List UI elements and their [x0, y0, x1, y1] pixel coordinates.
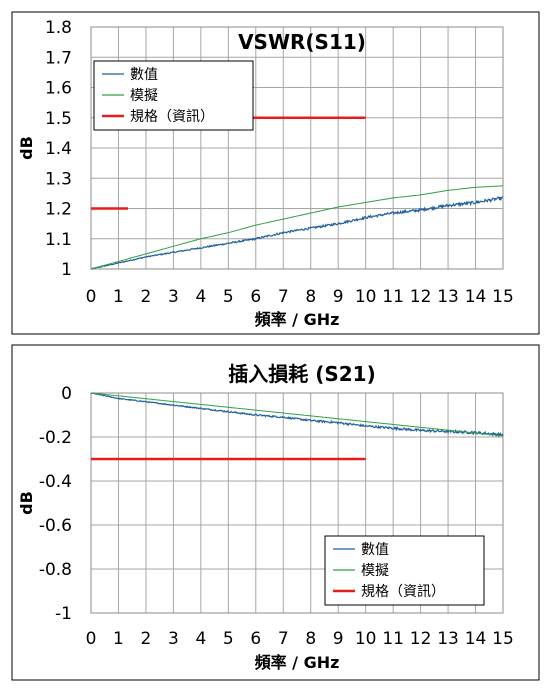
y-tick-label: -1 — [55, 604, 72, 624]
chart-title: VSWR(S11) — [238, 30, 366, 54]
x-tick-label: 2 — [141, 629, 152, 649]
y-tick-label: 1.7 — [45, 48, 72, 68]
x-tick-label: 9 — [333, 287, 344, 307]
chart-title: 插入損耗 (S21) — [228, 362, 375, 386]
x-axis-label: 頻率 / GHz — [255, 310, 340, 329]
y-tick-label: -0.8 — [39, 560, 72, 580]
x-tick-label: 10 — [355, 629, 377, 649]
legend-label: 規格（資訊） — [130, 109, 214, 125]
x-tick-label: 11 — [382, 629, 404, 649]
x-tick-label: 14 — [465, 287, 487, 307]
series-simulation-line — [90, 392, 504, 437]
x-tick-label: 0 — [86, 287, 97, 307]
x-tick-label: 6 — [250, 629, 261, 649]
x-tick-label: 1 — [113, 287, 124, 307]
x-tick-label: 8 — [305, 629, 316, 649]
x-tick-label: 4 — [195, 629, 206, 649]
legend-label: 模擬 — [130, 88, 158, 104]
y-tick-label: 1.6 — [45, 79, 72, 99]
y-tick-label: -0.2 — [39, 428, 72, 448]
x-tick-label: 13 — [437, 287, 459, 307]
x-tick-label: 0 — [86, 629, 97, 649]
x-tick-label: 10 — [355, 287, 377, 307]
series-group — [90, 392, 504, 461]
y-tick-label: 1.8 — [45, 18, 72, 38]
y-axis-label: dB — [17, 491, 36, 515]
x-tick-label: 6 — [250, 287, 261, 307]
x-tick-label: 7 — [278, 629, 289, 649]
x-tick-label: 3 — [168, 629, 179, 649]
y-tick-label: 1.3 — [45, 169, 72, 189]
plot-area — [90, 392, 504, 614]
y-tick-label: 1.1 — [45, 230, 72, 250]
legend-label: 數值 — [361, 542, 389, 558]
series-numeric-line — [90, 392, 504, 438]
series-simulation-line — [90, 185, 504, 270]
plot-area — [90, 26, 504, 270]
x-tick-label: 9 — [333, 629, 344, 649]
x-tick-label: 8 — [305, 287, 316, 307]
y-tick-label: 1.2 — [45, 200, 72, 220]
y-tick-label: -0.6 — [39, 516, 72, 536]
x-tick-label: 1 — [113, 629, 124, 649]
y-tick-label: 1 — [61, 260, 72, 280]
x-axis-label: 頻率 / GHz — [255, 653, 340, 672]
x-tick-label: 15 — [492, 629, 514, 649]
y-tick-label: 0 — [61, 384, 72, 404]
x-tick-label: 3 — [168, 287, 179, 307]
y-tick-label: 1.5 — [45, 109, 72, 129]
legend-label: 數值 — [130, 67, 158, 83]
x-tick-label: 12 — [410, 629, 432, 649]
series-numeric-line — [90, 196, 504, 270]
y-tick-label: -0.4 — [39, 472, 72, 492]
x-tick-label: 14 — [465, 629, 487, 649]
y-tick-label: 1.4 — [45, 139, 72, 159]
y-axis-label: dB — [17, 136, 36, 160]
x-tick-label: 2 — [141, 287, 152, 307]
legend-label: 規格（資訊） — [361, 584, 445, 600]
x-tick-label: 15 — [492, 287, 514, 307]
chart-frame — [11, 344, 540, 681]
legend-label: 模擬 — [361, 563, 389, 579]
x-tick-label: 12 — [410, 287, 432, 307]
chart-1: VSWR(S11)11.11.21.31.41.51.61.71.80 1 2 3 4 5… — [11, 11, 540, 335]
x-tick-label: 7 — [278, 287, 289, 307]
x-tick-label: 4 — [195, 287, 206, 307]
x-tick-label: 5 — [223, 629, 234, 649]
x-tick-label: 13 — [437, 629, 459, 649]
x-tick-label: 5 — [223, 287, 234, 307]
chart-2: 插入損耗 (S21)0-0.2-0.4-0.6-0.8-10 1 2 3 4 5 6 7 8 9 1… — [11, 344, 540, 681]
x-tick-label: 11 — [382, 287, 404, 307]
